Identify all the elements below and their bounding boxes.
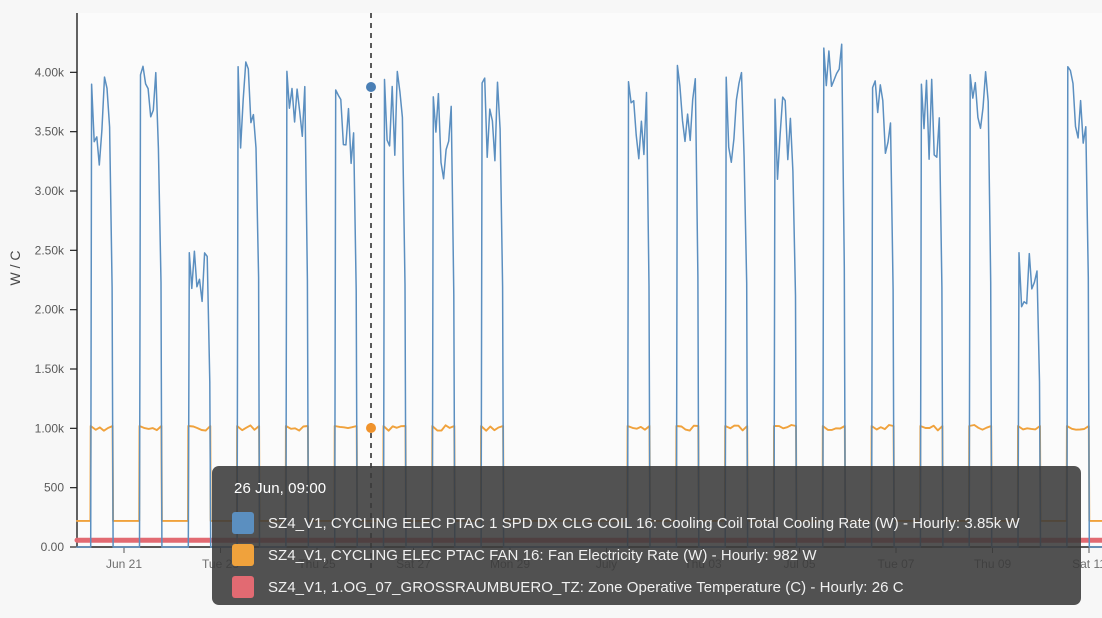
tooltip-row-zone-temperature: SZ4_V1, 1.OG_07_GROSSRAUMBUERO_TZ: Zone … [232,571,1063,603]
tooltip-label-fan: SZ4_V1, CYCLING ELEC PTAC FAN 16: Fan El… [268,546,817,564]
y-axis-title: W / C [7,251,23,286]
tooltip-row-cooling-coil: SZ4_V1, CYCLING ELEC PTAC 1 SPD DX CLG C… [232,507,1063,539]
y-tick-label: 2.50k [35,243,65,257]
hover-marker-fan [366,423,376,433]
series-cooling-coil-rate [76,43,1102,548]
legend-swatch-fan [232,544,254,566]
y-tick-label: 0.00 [41,540,65,554]
y-tick-label: 1.50k [35,362,65,376]
legend-swatch-cooling-coil [232,512,254,534]
y-tick-label: 2.00k [35,303,65,317]
x-tick-label: Jun 21 [106,557,142,571]
tooltip-row-fan: SZ4_V1, CYCLING ELEC PTAC FAN 16: Fan El… [232,539,1063,571]
tooltip-timestamp: 26 Jun, 09:00 [234,480,327,497]
tooltip-label-cooling-coil: SZ4_V1, CYCLING ELEC PTAC 1 SPD DX CLG C… [268,514,1020,532]
tooltip-label-zone-temperature: SZ4_V1, 1.OG_07_GROSSRAUMBUERO_TZ: Zone … [268,578,904,596]
y-axis: 0.00 500 1.00k 1.50k 2.00k 2.50k 3.00k 3.50k 4.0… [35,13,78,554]
hover-marker-cooling-coil [366,82,376,92]
y-tick-label: 1.00k [35,421,65,435]
y-tick-label: 500 [44,481,64,495]
y-tick-label: 3.00k [35,184,65,198]
legend-swatch-zone-temperature [232,576,254,598]
line-cooling-coil-rate [76,43,1102,548]
y-tick-label: 4.00k [35,65,65,79]
y-tick-label: 3.50k [35,125,65,139]
chart-tooltip: 26 Jun, 09:00 SZ4_V1, CYCLING ELEC PTAC … [212,466,1081,605]
